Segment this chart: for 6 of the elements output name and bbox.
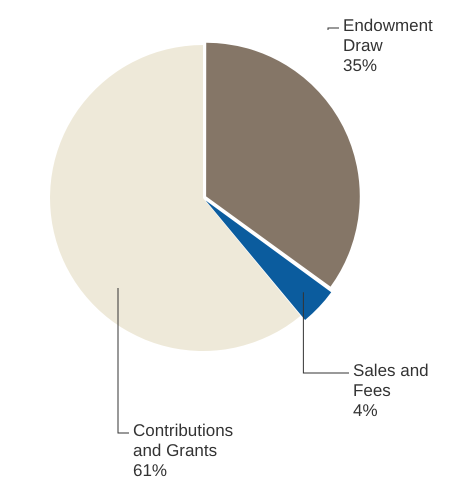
slice-label: Sales and Fees (353, 361, 429, 400)
data-label: 4% (353, 401, 378, 420)
slice-label: Endowment Draw (343, 16, 434, 56)
data-label: 61% (133, 461, 168, 480)
data-label: 35% (343, 56, 378, 76)
slice-label: Contributions and Grants (133, 421, 234, 460)
